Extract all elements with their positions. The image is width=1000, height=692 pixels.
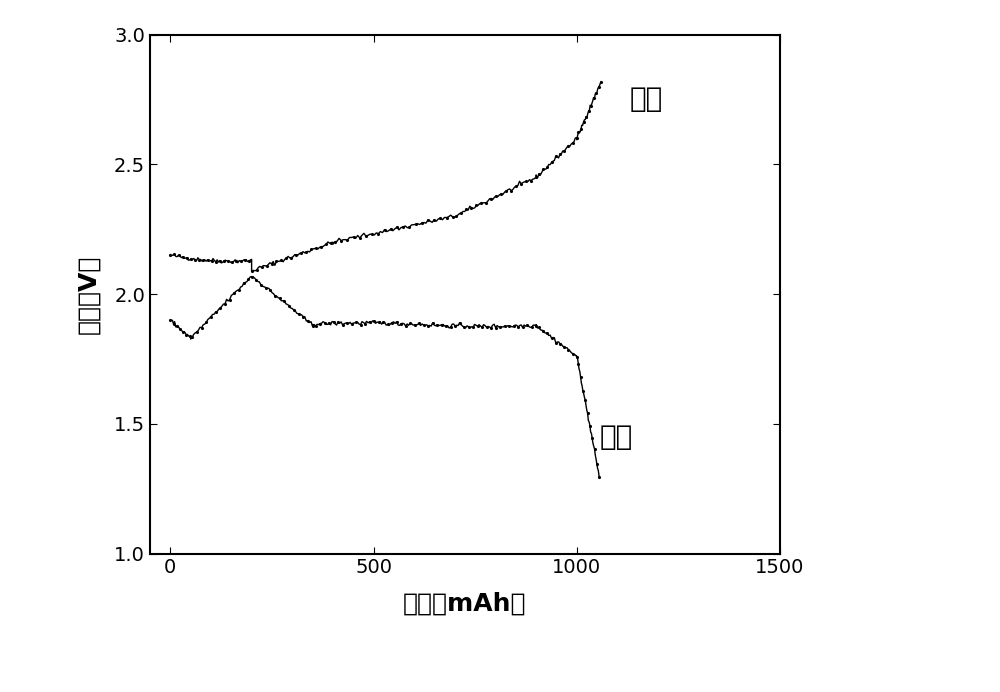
Text: 放电: 放电	[599, 423, 632, 450]
X-axis label: 容量（mAh）: 容量（mAh）	[403, 592, 527, 615]
Y-axis label: 电压（V）: 电压（V）	[76, 255, 100, 334]
Text: 充电: 充电	[630, 85, 663, 113]
